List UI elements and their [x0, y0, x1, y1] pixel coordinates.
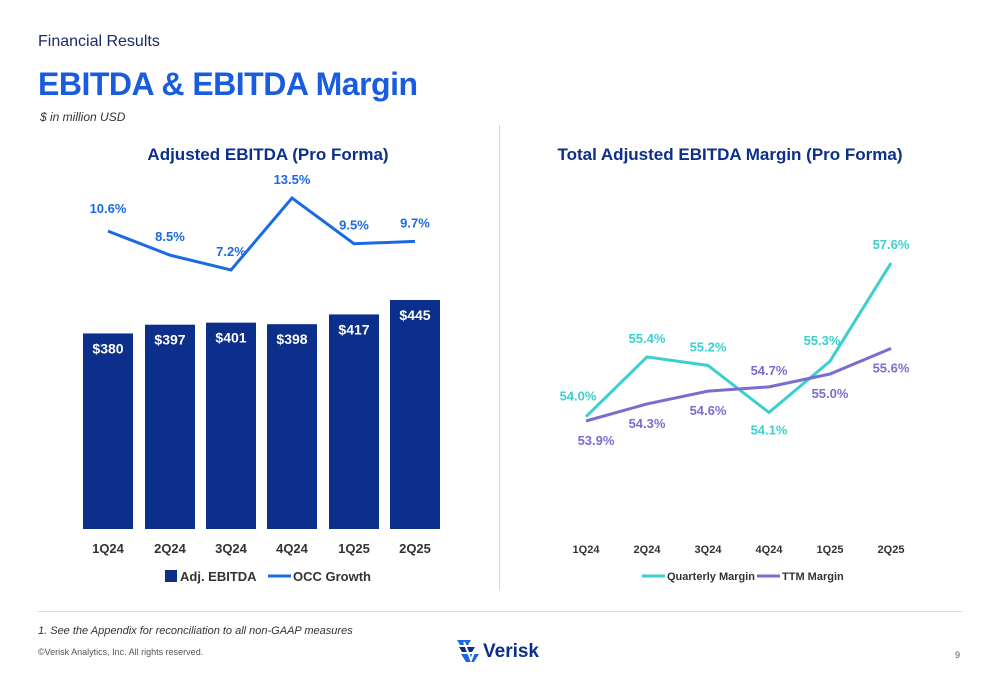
occ-label-1Q25: 9.5% — [339, 218, 369, 233]
quarterly-label-3Q24: 55.2% — [690, 339, 727, 354]
copyright: ©Verisk Analytics, Inc. All rights reser… — [38, 647, 204, 657]
quarterly-label-2Q24: 55.4% — [629, 331, 666, 346]
footnote: 1. See the Appendix for reconciliation t… — [38, 625, 353, 637]
bar-4Q24 — [267, 324, 317, 529]
quarterly-label-1Q25: 55.3% — [804, 333, 841, 348]
bar-label-1Q24: $380 — [92, 340, 123, 356]
chart-title-left: Adjusted EBITDA (Pro Forma) — [147, 145, 388, 164]
quarterly-label-2Q25: 57.6% — [873, 237, 910, 252]
svg-text:Verisk: Verisk — [483, 641, 539, 662]
bar-label-2Q25: $445 — [399, 307, 430, 323]
occ-label-2Q24: 8.5% — [155, 229, 185, 244]
bar-label-3Q24: $401 — [215, 330, 246, 346]
ttm-label-1Q24: 53.9% — [578, 433, 615, 448]
x-tick-left-3Q24: 3Q24 — [215, 541, 248, 556]
ttm-label-2Q25: 55.6% — [873, 360, 910, 375]
verisk-logo-mark-icon — [457, 640, 479, 663]
ttm-label-1Q25: 55.0% — [812, 386, 849, 401]
page-title: EBITDA & EBITDA Margin — [38, 66, 418, 102]
legend-label-occ-growth: OCC Growth — [293, 569, 371, 584]
units-note: $ in million USD — [40, 110, 126, 124]
x-tick-right-2Q24: 2Q24 — [634, 544, 662, 556]
occ-growth-line — [107, 195, 416, 272]
occ-label-1Q24: 10.6% — [90, 201, 127, 216]
x-tick-left-1Q24: 1Q24 — [92, 541, 125, 556]
ttm-margin-line — [585, 347, 892, 423]
x-tick-left-2Q24: 2Q24 — [154, 541, 187, 556]
bar-2Q24 — [145, 324, 195, 529]
footer-divider — [38, 611, 962, 612]
occ-label-4Q24: 13.5% — [274, 172, 311, 187]
bar-label-1Q25: $417 — [338, 321, 369, 337]
chart-divider — [499, 125, 500, 590]
legend-label-adj-ebitda: Adj. EBITDA — [180, 569, 257, 584]
ttm-label-2Q24: 54.3% — [629, 416, 666, 431]
legend-label-quarterly-margin: Quarterly Margin — [667, 571, 755, 583]
charts-canvas: Adjusted EBITDA (Pro Forma) $380 $397 $401 $… — [83, 145, 910, 584]
legend-label-ttm-margin: TTM Margin — [782, 571, 844, 583]
x-tick-right-4Q24: 4Q24 — [756, 544, 784, 556]
quarterly-label-1Q24: 54.0% — [560, 389, 597, 404]
ttm-label-4Q24: 54.7% — [751, 363, 788, 378]
x-tick-right-3Q24: 3Q24 — [695, 544, 723, 556]
verisk-logo: Verisk — [457, 640, 539, 663]
section-label: Financial Results — [38, 33, 160, 50]
x-tick-right-1Q25: 1Q25 — [817, 544, 844, 556]
chart-title-right: Total Adjusted EBITDA Margin (Pro Forma) — [557, 145, 902, 164]
bar-1Q24 — [83, 333, 133, 529]
occ-label-2Q25: 9.7% — [400, 215, 430, 230]
page-number: 9 — [955, 650, 961, 660]
quarterly-label-4Q24: 54.1% — [751, 422, 788, 437]
bar-label-2Q24: $397 — [154, 332, 185, 348]
x-tick-left-2Q25: 2Q25 — [399, 541, 431, 556]
occ-label-3Q24: 7.2% — [216, 244, 246, 259]
bar-label-4Q24: $398 — [276, 331, 307, 347]
x-tick-right-2Q25: 2Q25 — [878, 544, 905, 556]
bar-2Q25 — [390, 300, 440, 529]
legend-swatch-adj-ebitda — [165, 570, 177, 582]
bar-3Q24 — [206, 322, 256, 529]
ttm-label-3Q24: 54.6% — [690, 403, 727, 418]
bar-1Q25 — [329, 314, 379, 529]
x-tick-left-1Q25: 1Q25 — [338, 541, 370, 556]
x-tick-right-1Q24: 1Q24 — [573, 544, 601, 556]
x-tick-left-4Q24: 4Q24 — [276, 541, 309, 556]
